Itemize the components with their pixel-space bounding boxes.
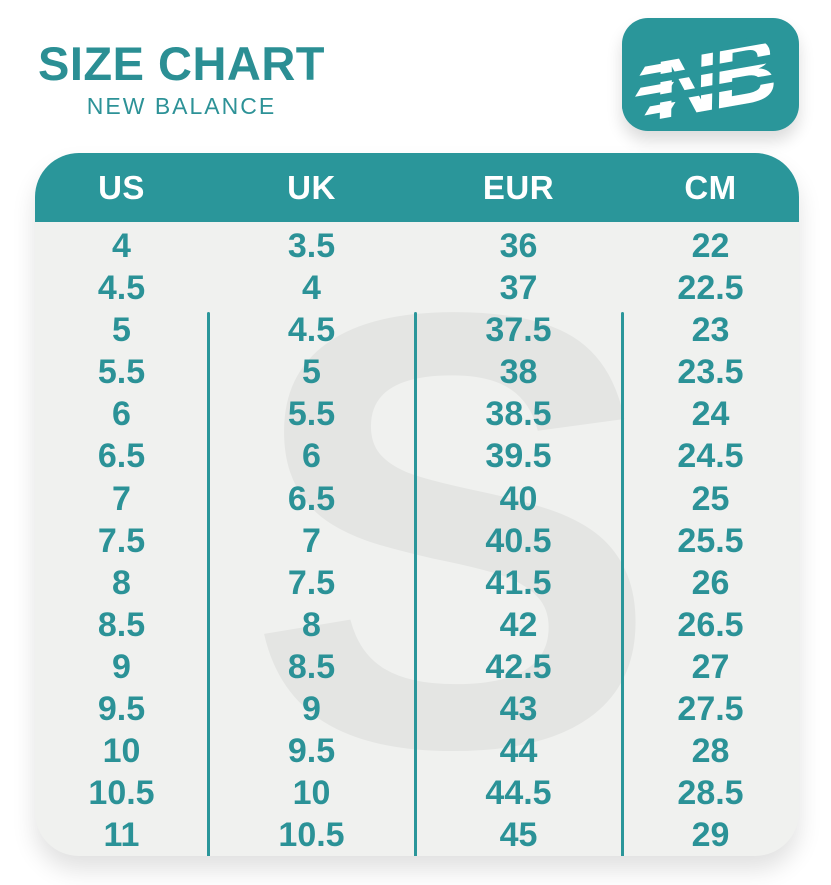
size-cell: 4.5 [97, 269, 146, 308]
size-cell: 9 [112, 647, 131, 686]
size-cell: 8.5 [287, 647, 336, 686]
size-table-body: 4 4.5 5 5.5 6 6.5 7 7.5 8 8.5 9 9.5 10 10.5 11 3.5 4 4.5 5… [35, 222, 799, 856]
size-cell: 44 [499, 732, 538, 771]
size-cell: 25.5 [677, 521, 744, 560]
size-cell: 25 [691, 479, 730, 518]
size-cell: 22 [691, 227, 730, 265]
size-cell: 27.5 [677, 690, 744, 729]
column-header-cm: CM [684, 168, 737, 206]
column-divider [414, 312, 417, 856]
new-balance-logo: NB [622, 18, 799, 131]
column-header-eur: EUR [482, 168, 555, 206]
size-cell: 28.5 [677, 774, 744, 813]
size-cell: 10.5 [88, 774, 155, 813]
size-cell: 10.5 [278, 816, 345, 855]
size-cell: 28 [691, 732, 730, 771]
size-column-uk: 3.5 4 4.5 5 5.5 6 6.5 7 7.5 8 8.5 9 9.5 10 10.5 [208, 222, 415, 856]
size-cell: 10 [102, 732, 141, 771]
size-cell: 42 [499, 605, 538, 644]
size-cell: 9.5 [97, 690, 146, 729]
column-header-uk: UK [287, 168, 336, 206]
size-cell: 4.5 [287, 311, 336, 350]
size-cell: 23 [691, 311, 730, 350]
size-cell: 43 [499, 690, 538, 729]
size-cell: 39.5 [485, 437, 552, 476]
size-cell: 38 [499, 353, 538, 392]
column-header-us: US [98, 168, 145, 206]
size-cell: 4 [302, 269, 321, 308]
page-header: SIZE CHART NEW BALANCE [38, 40, 325, 120]
size-cell: 6.5 [287, 479, 336, 518]
size-cell: 3.5 [287, 227, 336, 265]
size-cell: 5 [302, 353, 321, 392]
size-cell: 9.5 [287, 732, 336, 771]
size-cell: 9 [302, 690, 321, 729]
size-cell: 29 [691, 816, 730, 855]
size-column-cm: 22 22.5 23 23.5 24 24.5 25 25.5 26 26.5 27 27.5 28 28… [622, 222, 799, 856]
size-cell: 7 [302, 521, 321, 560]
size-cell: 40.5 [485, 521, 552, 560]
nb-monogram-icon: NB [622, 19, 799, 131]
size-cell: 7 [112, 479, 131, 518]
size-cell: 5 [112, 311, 131, 350]
size-cell: 11 [103, 816, 140, 855]
size-cell: 44.5 [485, 774, 552, 813]
size-cell: 23.5 [677, 353, 744, 392]
size-cell: 8.5 [97, 605, 146, 644]
column-divider [207, 312, 210, 856]
size-cell: 6 [112, 395, 131, 434]
size-column-us: 4 4.5 5 5.5 6 6.5 7 7.5 8 8.5 9 9.5 10 10.5 11 [35, 222, 208, 856]
page-subtitle: NEW BALANCE [86, 93, 277, 119]
size-column-eur: 36 37 37.5 38 38.5 39.5 40 40.5 41.5 42 42.5 43 44 44… [415, 222, 622, 856]
column-divider [621, 312, 624, 856]
size-cell: 41.5 [485, 563, 552, 602]
size-cell: 24 [691, 395, 730, 434]
size-conversion-table: S US UK EUR CM 4 4.5 5 5.5 6 6.5 7 7.5 8 8.5 9 9.5 1… [35, 153, 799, 856]
size-cell: 27 [691, 647, 730, 686]
size-cell: 10 [292, 774, 331, 813]
size-cell: 36 [499, 227, 538, 265]
size-cell: 7.5 [97, 521, 146, 560]
size-cell: 45 [499, 816, 538, 855]
size-cell: 8 [302, 605, 321, 644]
size-cell: 38.5 [485, 395, 552, 434]
size-cell: 6.5 [97, 437, 146, 476]
size-cell: 5.5 [97, 353, 146, 392]
size-cell: 37.5 [485, 311, 552, 350]
page-title: SIZE CHART [38, 37, 325, 90]
size-cell: 26.5 [677, 605, 744, 644]
size-cell: 7.5 [287, 563, 336, 602]
size-cell: 37 [499, 269, 538, 308]
table-header-row: US UK EUR CM [35, 153, 799, 222]
size-cell: 26 [691, 563, 730, 602]
size-cell: 5.5 [287, 395, 336, 434]
size-cell: 42.5 [485, 647, 552, 686]
size-cell: 8 [112, 563, 131, 602]
size-cell: 40 [499, 479, 538, 518]
size-cell: 6 [302, 437, 321, 476]
size-cell: 24.5 [677, 437, 744, 476]
size-cell: 22.5 [677, 269, 744, 308]
size-cell: 4 [112, 227, 131, 265]
